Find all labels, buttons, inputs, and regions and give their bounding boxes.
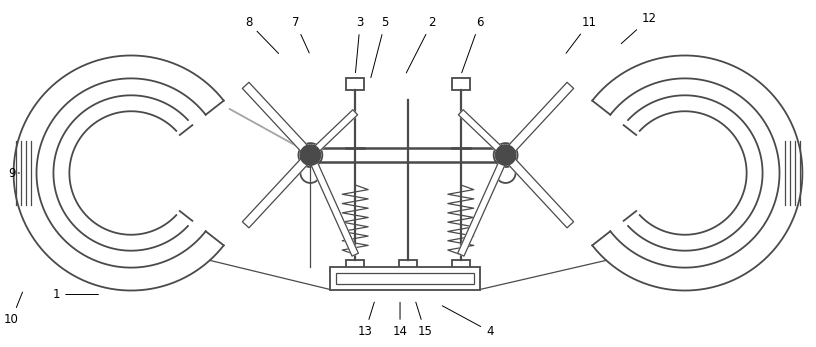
Text: 13: 13 bbox=[357, 302, 375, 338]
Text: 12: 12 bbox=[621, 12, 657, 44]
Text: 14: 14 bbox=[392, 302, 407, 338]
Bar bbox=[452, 260, 470, 272]
Text: 5: 5 bbox=[370, 16, 388, 78]
Bar bbox=[336, 273, 474, 283]
Bar bbox=[346, 260, 364, 272]
Bar bbox=[330, 266, 480, 289]
Bar bbox=[452, 78, 470, 90]
Polygon shape bbox=[308, 110, 357, 158]
Text: 11: 11 bbox=[566, 16, 596, 53]
Text: 6: 6 bbox=[462, 16, 483, 73]
Polygon shape bbox=[503, 152, 574, 228]
Circle shape bbox=[300, 145, 321, 165]
Text: 10: 10 bbox=[4, 292, 23, 326]
Polygon shape bbox=[242, 152, 313, 228]
Polygon shape bbox=[242, 82, 313, 158]
Circle shape bbox=[495, 145, 516, 165]
Polygon shape bbox=[307, 154, 358, 256]
Text: 7: 7 bbox=[291, 16, 309, 53]
Text: 1: 1 bbox=[53, 288, 99, 301]
Polygon shape bbox=[458, 154, 509, 256]
Text: 9: 9 bbox=[8, 167, 20, 179]
Text: 8: 8 bbox=[245, 16, 278, 53]
Polygon shape bbox=[503, 82, 574, 158]
Bar bbox=[399, 260, 417, 272]
Text: 15: 15 bbox=[416, 302, 432, 338]
Text: 2: 2 bbox=[406, 16, 436, 73]
Polygon shape bbox=[459, 110, 508, 158]
Text: 3: 3 bbox=[356, 16, 364, 73]
Bar bbox=[346, 78, 364, 90]
Text: 4: 4 bbox=[442, 306, 494, 338]
